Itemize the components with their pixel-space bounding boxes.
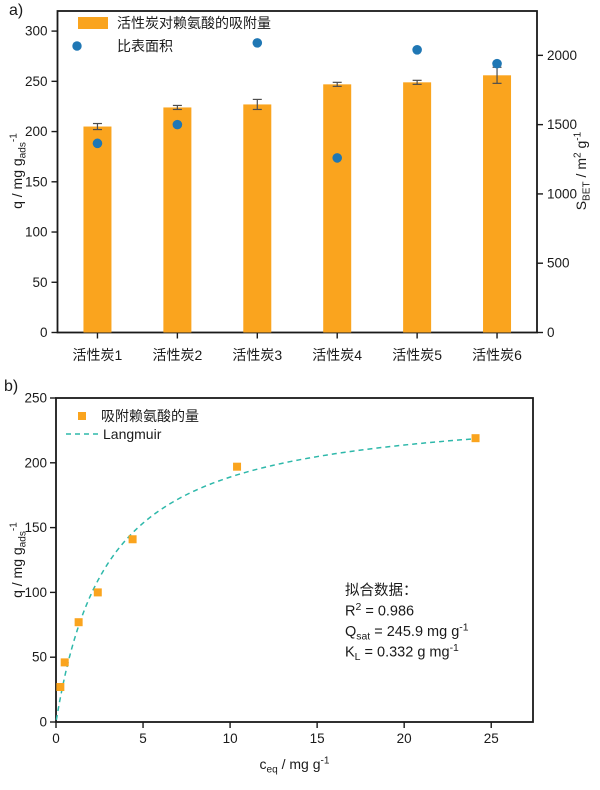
y-tick-label-right: 500 [547, 256, 570, 271]
data-point-square [56, 683, 65, 692]
data-point-square [471, 434, 480, 443]
langmuir-fit-line [55, 437, 477, 721]
panel-label-b: b) [4, 378, 19, 395]
annotation-line-3: KL = 0.332 g mg-1 [345, 643, 459, 663]
x-axis-label: ceq / mg g-1 [260, 756, 330, 776]
annotation-line-2: Qsat = 245.9 mg g-1 [345, 623, 469, 643]
y-tick-label-left: 100 [25, 225, 48, 240]
fit-annotation: 拟合数据： R2 = 0.986 Qsat = 245.9 mg g-1KL = 0… [345, 582, 469, 663]
sbet-point-活性炭2 [172, 119, 183, 130]
y-tick-label: 150 [24, 520, 47, 535]
plot-frame [56, 10, 538, 334]
bar-活性炭4 [323, 84, 352, 333]
legend-dot-swatch [72, 41, 82, 51]
sbet-point-活性炭3 [252, 38, 263, 48]
data-point-square [233, 462, 242, 471]
y-tick-label-left: 150 [25, 174, 48, 189]
legend-label-adsorption: 活性炭对赖氨酸的吸附量 [117, 15, 271, 31]
bar-chart-a: 0 50 100 150 200 250 300 0 500 1000 1500 2000 活性炭1 活性… [9, 10, 593, 363]
y-tick-label-right: 1500 [547, 117, 577, 132]
y-tick-label: 50 [32, 650, 47, 665]
y-tick-label-left: 50 [32, 275, 47, 290]
x-tick-label: 25 [484, 731, 499, 746]
y-axis-label-left: q / mg gads-1 [9, 133, 29, 209]
x-category-label: 活性炭4 [312, 347, 362, 363]
bar-活性炭3 [243, 104, 272, 333]
legend-bar-swatch [78, 17, 108, 29]
sbet-point-活性炭1 [92, 138, 103, 149]
annotation-line-1: R2 = 0.986 [345, 602, 414, 620]
y-tick-label: 0 [39, 715, 47, 730]
y-tick-label-left: 200 [25, 124, 48, 139]
sbet-point-活性炭4 [332, 153, 343, 163]
y-tick-label: 200 [24, 455, 47, 470]
y-tick-label-right: 0 [547, 325, 555, 340]
data-point-square [93, 588, 102, 597]
x-tick-label: 10 [223, 731, 238, 746]
bar-活性炭5 [403, 82, 432, 333]
y-axis-label: q / mg gads-1 [9, 522, 29, 598]
x-category-label: 活性炭5 [392, 347, 442, 363]
legend-b: 吸附赖氨酸的量 Langmuir [66, 408, 199, 442]
legend-label-langmuir: Langmuir [103, 426, 162, 442]
y-tick-label-left: 300 [25, 24, 48, 39]
bar-活性炭1 [83, 126, 112, 333]
y-tick-label-right: 2000 [547, 48, 577, 63]
data-point-square [74, 618, 83, 627]
sbet-point-活性炭5 [412, 45, 422, 55]
sbet-point-活性炭6 [492, 58, 502, 69]
x-tick-label: 5 [139, 731, 147, 746]
bar-活性炭2 [163, 107, 192, 333]
legend-square-swatch [78, 412, 86, 420]
y-axis-label-right: SBET / m2 g-1 [573, 131, 593, 210]
x-category-label: 活性炭2 [152, 347, 202, 363]
bar-活性炭6 [483, 75, 512, 333]
legend-label-sbet: 比表面积 [117, 38, 173, 54]
x-tick-label: 0 [52, 731, 60, 746]
y-tick-label-left: 0 [40, 325, 48, 340]
y-tick-label-left: 250 [25, 74, 48, 89]
x-tick-label: 15 [310, 731, 325, 746]
panel-label-a: a) [9, 2, 24, 19]
y-tick-label-right: 1000 [547, 186, 577, 201]
x-category-label: 活性炭3 [232, 347, 282, 363]
scatter-chart-b: 0 50 100 150 200 250 0 5 10 15 20 25 ceq / mg g-1 q /… [9, 391, 534, 776]
plot-frame [55, 397, 534, 723]
x-category-label: 活性炭1 [73, 347, 123, 363]
data-point-square [60, 658, 69, 667]
annotation-line-0: 拟合数据： [345, 582, 418, 599]
y-tick-label: 100 [24, 585, 47, 600]
legend-label-points: 吸附赖氨酸的量 [101, 408, 199, 424]
data-point-square [128, 535, 137, 544]
x-tick-label: 20 [397, 731, 412, 746]
y-tick-label: 250 [24, 391, 47, 406]
x-category-label: 活性炭6 [472, 347, 522, 363]
